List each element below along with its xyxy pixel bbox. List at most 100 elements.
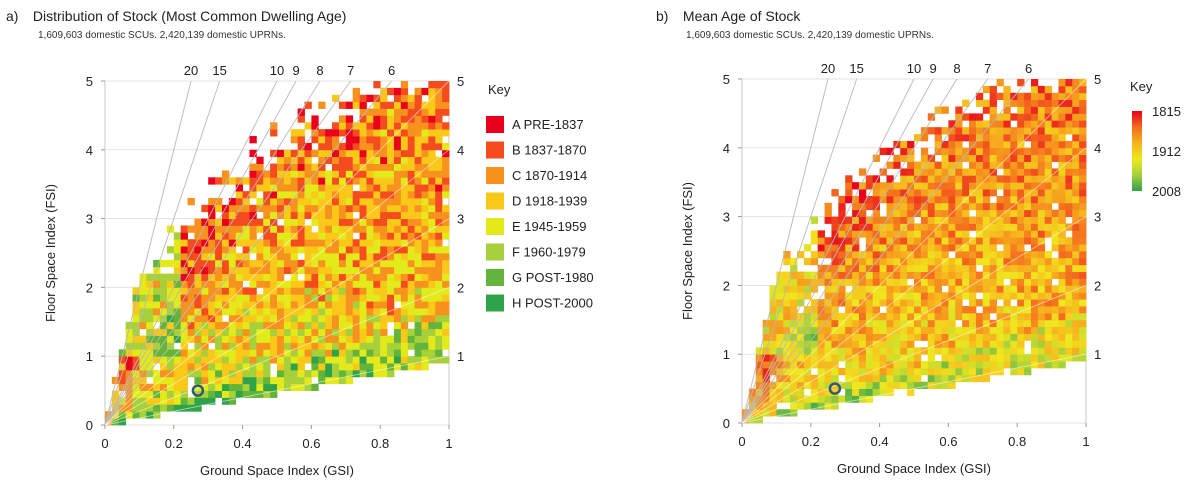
heat-cell: [393, 136, 402, 144]
heat-cell: [1017, 354, 1025, 362]
heat-cell: [283, 184, 292, 192]
heat-cell: [428, 101, 436, 109]
heat-cell: [914, 326, 922, 334]
heat-cell: [776, 367, 784, 376]
heat-cell: [886, 374, 894, 383]
heat-cell: [428, 204, 436, 213]
heat-cell: [160, 328, 168, 336]
heat-cell: [428, 149, 436, 158]
heat-cell: [442, 129, 450, 137]
heat-cell: [1010, 140, 1018, 149]
heat-cell: [982, 216, 991, 224]
heat-cell: [235, 177, 243, 185]
heat-cell: [393, 232, 402, 240]
heat-cell: [797, 340, 805, 348]
heat-cell: [927, 237, 936, 245]
heat-cell: [283, 156, 292, 164]
heat-cell: [435, 225, 443, 233]
heat-cell: [387, 314, 395, 323]
heat-cell: [941, 106, 949, 114]
heat-cell: [941, 299, 949, 307]
heat-cell: [934, 161, 942, 169]
heat-cell: [297, 115, 305, 123]
heat-cell: [421, 122, 429, 130]
heat-cell: [975, 347, 984, 355]
heat-cell: [845, 175, 853, 183]
heat-cell: [387, 177, 395, 185]
heat-cell: [790, 361, 798, 369]
x-tick-label: 0: [738, 434, 745, 449]
heat-cell: [838, 340, 846, 348]
heat-cell: [325, 204, 333, 213]
heat-cell: [139, 335, 147, 343]
heat-cell: [387, 101, 395, 109]
heat-cell: [1044, 99, 1052, 107]
heat-cell: [393, 108, 402, 116]
heat-cell: [948, 285, 956, 293]
heat-cell: [1051, 285, 1059, 293]
heat-cell: [1079, 244, 1087, 252]
heat-cell: [1030, 92, 1039, 101]
heat-cell: [373, 349, 381, 357]
heat-cell: [407, 294, 415, 302]
heat-cell: [1037, 154, 1046, 162]
heat-cell: [345, 149, 354, 158]
heat-cell: [1017, 209, 1025, 217]
heat-cell: [920, 251, 929, 259]
heat-cell: [359, 308, 367, 316]
heat-cell: [858, 285, 867, 293]
heat-cell: [920, 278, 929, 286]
heat-cell: [776, 326, 784, 334]
heat-cell: [304, 308, 312, 316]
heat-cell: [139, 363, 147, 371]
heat-cell: [332, 142, 340, 151]
heat-cell: [769, 319, 777, 328]
heat-cell: [1037, 230, 1046, 238]
heat-cell: [996, 354, 1004, 362]
heat-cell: [166, 246, 175, 254]
heat-cell: [249, 287, 257, 295]
heat-cell: [989, 113, 997, 121]
heat-cell: [221, 239, 230, 247]
heat-cell: [332, 308, 340, 316]
heat-cell: [824, 354, 832, 362]
heat-cell: [366, 136, 374, 144]
heat-cell: [872, 154, 880, 162]
heat-cell: [1058, 257, 1066, 266]
heat-cell: [235, 301, 243, 309]
heat-cell: [290, 239, 299, 247]
heat-cell: [824, 202, 832, 211]
heat-cell: [242, 246, 250, 254]
heat-cell: [380, 94, 388, 103]
heat-cell: [160, 287, 168, 295]
storey-line: [741, 78, 829, 424]
heat-cell: [249, 191, 257, 199]
heat-cell: [332, 253, 340, 261]
heat-cell: [270, 225, 278, 233]
heat-cell: [1079, 182, 1087, 190]
heat-cell: [1030, 333, 1039, 341]
heat-cell: [352, 122, 360, 130]
heat-cell: [879, 189, 887, 197]
heat-cell: [332, 136, 340, 144]
colorbar: [1132, 111, 1142, 191]
heat-cell: [125, 390, 133, 398]
heat-cell: [1072, 223, 1080, 231]
heat-cell: [872, 381, 880, 389]
heat-cell: [838, 264, 846, 273]
heat-cell: [845, 319, 853, 328]
heat-cell: [1010, 278, 1018, 286]
heat-cell: [755, 381, 764, 389]
heat-cell: [139, 356, 147, 364]
heat-cell: [1079, 161, 1087, 169]
heat-cell: [166, 404, 175, 412]
heat-cell: [380, 266, 388, 275]
heat-cell: [879, 182, 887, 190]
heat-cell: [1003, 175, 1011, 183]
heat-cell: [407, 253, 415, 261]
heat-cell: [955, 299, 963, 307]
legend-swatch: [486, 116, 504, 133]
heat-cell: [886, 223, 894, 231]
heat-cell: [380, 308, 388, 316]
heat-cell: [421, 218, 429, 226]
